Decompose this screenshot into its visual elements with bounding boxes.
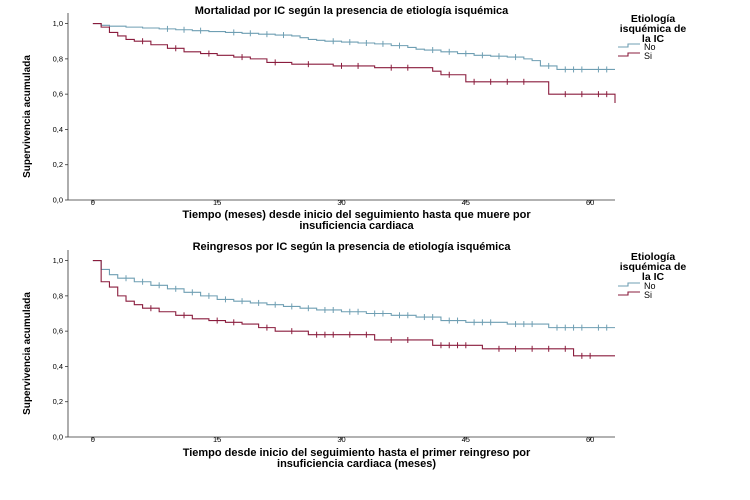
x-tick-label: 45 (462, 198, 470, 207)
x-tick-label: 30 (337, 198, 345, 207)
y-tick-label: 0,8 (53, 54, 63, 63)
legend-title: isquémica de (620, 261, 687, 273)
x-axis-label: Tiempo (meses) desde inicio del seguimie… (182, 209, 531, 221)
chart-title: Reingresos por IC según la presencia de … (193, 241, 512, 253)
x-tick-label: 45 (462, 435, 470, 444)
legend-label-no: No (644, 281, 656, 291)
series-no (92, 23, 615, 73)
survival-curve (92, 260, 615, 329)
chart-2: Reingresos por IC según la presencia de … (22, 241, 686, 470)
legend-label-si: Si (644, 51, 652, 61)
x-tick-label: 0 (91, 198, 95, 207)
chart-title: Mortalidad por IC según la presencia de … (195, 5, 509, 17)
y-tick-label: 0,0 (53, 433, 63, 442)
y-tick-label: 1,0 (53, 256, 63, 265)
series-si (92, 23, 616, 103)
y-axis-label: Supervivencia acumulada (22, 55, 33, 178)
legend-label-no: No (644, 42, 656, 52)
legend-title: la IC (642, 33, 665, 45)
y-tick-label: 0,4 (53, 362, 63, 371)
survival-curve (92, 23, 616, 103)
x-tick-label: 60 (586, 198, 594, 207)
legend-label-si: Si (644, 290, 652, 300)
survival-curve (92, 260, 615, 357)
chart-1: Mortalidad por IC según la presencia de … (22, 5, 686, 232)
y-tick-label: 0,6 (53, 90, 63, 99)
x-axis-label: insuficiencia cardiaca (meses) (277, 458, 436, 470)
legend-swatch-no (618, 282, 640, 287)
y-tick-label: 0,2 (53, 397, 63, 406)
legend-title: la IC (642, 271, 665, 283)
x-axis-label: Tiempo desde inicio del seguimiento hast… (183, 447, 531, 459)
survival-curve (92, 23, 615, 71)
x-tick-label: 15 (213, 198, 221, 207)
series-si (92, 260, 615, 359)
series-no (92, 260, 615, 331)
x-axis-label: insuficiencia cardiaca (299, 220, 414, 232)
legend-swatch-si (618, 52, 640, 57)
x-tick-label: 60 (586, 435, 594, 444)
y-tick-label: 0,2 (53, 160, 63, 169)
legend-title: Etiología (631, 251, 675, 263)
legend-title: isquémica de (620, 23, 687, 35)
x-tick-label: 15 (213, 435, 221, 444)
y-tick-label: 0,4 (53, 125, 63, 134)
legend-title: Etiología (631, 13, 675, 25)
y-tick-label: 0,6 (53, 327, 63, 336)
x-tick-label: 0 (91, 435, 95, 444)
y-tick-label: 0,0 (53, 196, 63, 205)
legend-swatch-no (618, 43, 640, 48)
y-tick-label: 1,0 (53, 19, 63, 28)
y-tick-label: 0,8 (53, 291, 63, 300)
x-tick-label: 30 (337, 435, 345, 444)
y-axis-label: Supervivencia acumulada (22, 292, 33, 415)
legend-swatch-si (618, 291, 640, 296)
